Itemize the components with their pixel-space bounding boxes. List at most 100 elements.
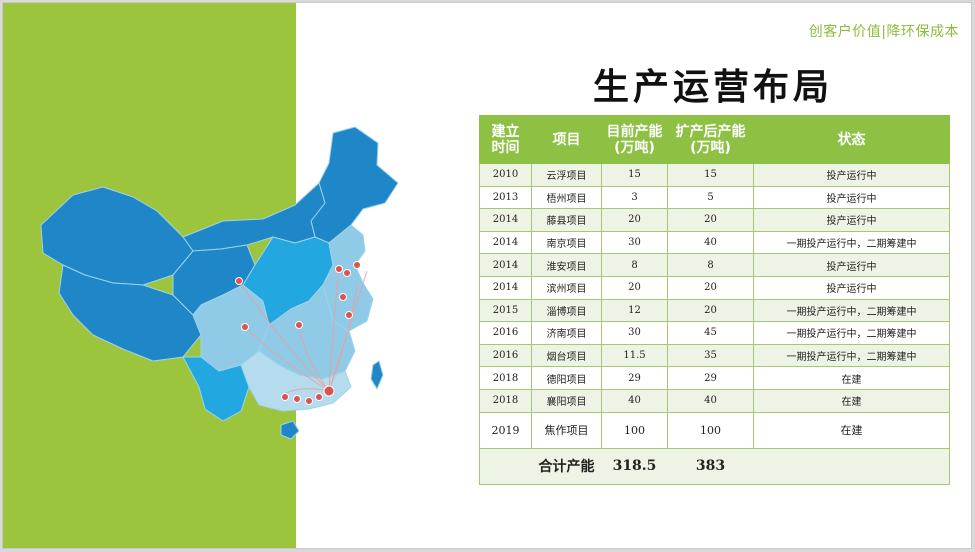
location-pin-icon: [315, 393, 323, 401]
location-pin-icon: [305, 397, 313, 405]
cell-status: 投产运行中: [753, 208, 950, 232]
table-row: 2014 滨州项目 20 20 投产运行中: [479, 275, 950, 300]
china-map-icon: [40, 126, 399, 440]
cell-expanded: 45: [667, 321, 754, 345]
map-region-yunnan: [182, 356, 250, 422]
cell-expanded: 20: [667, 275, 754, 300]
cell-expanded: 15: [667, 163, 754, 187]
cell-status: 一期投产运行中，二期筹建中: [753, 298, 950, 322]
map-region-taiwan: [370, 360, 384, 390]
cell-expanded: 5: [667, 185, 754, 209]
header-project: 项目: [531, 115, 602, 164]
location-pin-icon: [293, 395, 301, 403]
cell-expanded: 40: [667, 388, 754, 413]
cell-status: 一期投产运行中，二期筹建中: [753, 230, 950, 254]
cell-project: 德阳项目: [531, 366, 602, 390]
cell-year: 2015: [479, 298, 532, 322]
production-table: 建立 时间 项目 目前产能 (万吨) 扩产后产能 (万吨) 状态 2010 云浮项目 …: [479, 115, 950, 485]
cell-status: 投产运行中: [753, 185, 950, 209]
cell-project: 烟台项目: [531, 343, 602, 367]
cell-current: 3: [601, 185, 668, 209]
cell-year: 2010: [479, 163, 532, 187]
cell-project: 藤县项目: [531, 208, 602, 232]
total-blank-cell: [479, 447, 532, 485]
location-pin-icon: [241, 323, 249, 331]
table-row: 2018 德阳项目 29 29 在建: [479, 366, 950, 390]
table-row: 2016 烟台项目 11.5 35 一期投产运行中，二期筹建中: [479, 343, 950, 367]
page-title: 生产运营布局: [592, 66, 833, 108]
total-label: 合计产能: [531, 447, 602, 485]
cell-project: 滨州项目: [531, 275, 602, 300]
cell-project: 淄博项目: [531, 298, 602, 322]
map-region-hainan: [280, 420, 300, 440]
location-pin-icon: [235, 277, 243, 285]
location-pin-icon: [345, 311, 353, 319]
cell-year: 2016: [479, 343, 532, 367]
table-row: 2016 济南项目 30 45 一期投产运行中，二期筹建中: [479, 321, 950, 345]
header-expanded: 扩产后产能 (万吨): [667, 115, 754, 164]
cell-status: 投产运行中: [753, 163, 950, 187]
location-pin-icon: [295, 321, 303, 329]
total-status-blank: [753, 447, 950, 485]
cell-status: 一期投产运行中，二期筹建中: [753, 321, 950, 345]
map-region-tibet: [58, 264, 202, 362]
table-row: 2019 焦作项目 100 100 在建: [479, 411, 950, 449]
table-row: 2014 南京项目 30 40 一期投产运行中，二期筹建中: [479, 230, 950, 254]
cell-expanded: 8: [667, 253, 754, 277]
cell-year: 2016: [479, 321, 532, 345]
cell-current: 12: [601, 298, 668, 322]
total-expanded: 383: [667, 447, 754, 485]
cell-year: 2014: [479, 230, 532, 254]
cell-year: 2014: [479, 275, 532, 300]
cell-current: 100: [601, 411, 668, 449]
table-row: 2015 淄博项目 12 20 一期投产运行中，二期筹建中: [479, 298, 950, 322]
cell-project: 襄阳项目: [531, 388, 602, 413]
cell-status: 在建: [753, 366, 950, 390]
cell-year: 2014: [479, 253, 532, 277]
cell-status: 一期投产运行中，二期筹建中: [753, 343, 950, 367]
cell-expanded: 29: [667, 366, 754, 390]
table-total-row: 合计产能 318.5 383: [479, 447, 950, 485]
location-pin-icon: [343, 269, 351, 277]
table-row: 2014 藤县项目 20 20 投产运行中: [479, 208, 950, 232]
cell-status: 在建: [753, 388, 950, 413]
cell-current: 15: [601, 163, 668, 187]
cell-status: 在建: [753, 411, 950, 449]
map-region-northeast: [310, 126, 399, 244]
cell-current: 30: [601, 230, 668, 254]
cell-expanded: 40: [667, 230, 754, 254]
cell-current: 30: [601, 321, 668, 345]
cell-current: 11.5: [601, 343, 668, 367]
cell-project: 云浮项目: [531, 163, 602, 187]
cell-current: 8: [601, 253, 668, 277]
location-pin-icon: [281, 393, 289, 401]
cell-project: 南京项目: [531, 230, 602, 254]
table-row: 2018 襄阳项目 40 40 在建: [479, 388, 950, 413]
map-region-south: [240, 350, 352, 412]
route-line-qingdao: [328, 270, 368, 392]
header-current: 目前产能 (万吨): [601, 115, 668, 164]
location-pin-icon: [353, 261, 361, 269]
cell-current: 40: [601, 388, 668, 413]
total-current: 318.5: [601, 447, 668, 485]
tagline: 创客户价值|降环保成本: [808, 24, 959, 40]
cell-current: 29: [601, 366, 668, 390]
table-row: 2013 梧州项目 3 5 投产运行中: [479, 185, 950, 209]
table-row: 2010 云浮项目 15 15 投产运行中: [479, 163, 950, 187]
cell-current: 20: [601, 275, 668, 300]
cell-year: 2019: [479, 411, 532, 449]
cell-expanded: 35: [667, 343, 754, 367]
table-header-row: 建立 时间 项目 目前产能 (万吨) 扩产后产能 (万吨) 状态: [479, 115, 950, 164]
location-pin-icon: [339, 293, 347, 301]
cell-year: 2014: [479, 208, 532, 232]
cell-expanded: 100: [667, 411, 754, 449]
cell-current: 20: [601, 208, 668, 232]
cell-project: 焦作项目: [531, 411, 602, 449]
cell-project: 梧州项目: [531, 185, 602, 209]
cell-project: 淮安项目: [531, 253, 602, 277]
cell-year: 2018: [479, 366, 532, 390]
cell-year: 2018: [479, 388, 532, 413]
table-row: 2014 淮安项目 8 8 投产运行中: [479, 253, 950, 277]
cell-status: 投产运行中: [753, 275, 950, 300]
